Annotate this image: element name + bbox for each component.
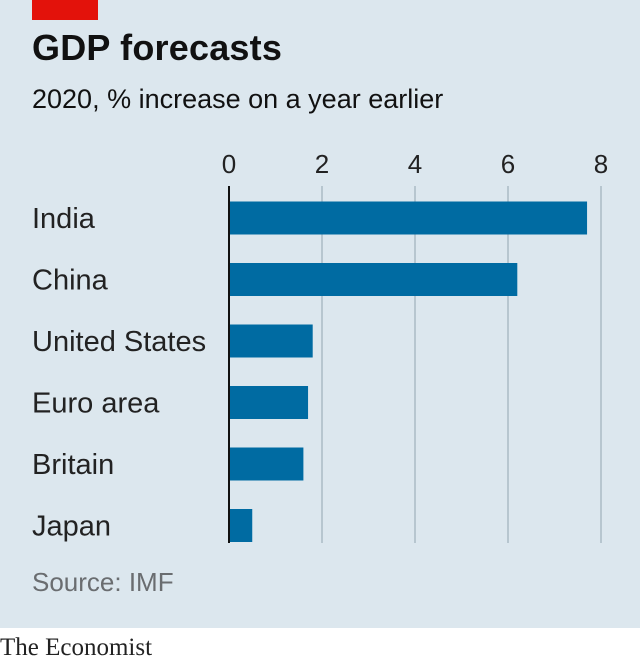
source-note: Source: IMF xyxy=(32,567,174,597)
category-label-united-states: United States xyxy=(32,326,206,358)
brand-red-tag xyxy=(32,0,98,20)
bar-china xyxy=(229,263,518,296)
category-label-india: India xyxy=(32,203,96,235)
chart-subtitle: 2020, % increase on a year earlier xyxy=(32,84,444,114)
bar-chart: 0 2 4 6 8 India China United States Euro area Bri… xyxy=(32,149,608,543)
category-label-britain: Britain xyxy=(32,449,114,481)
category-label-japan: Japan xyxy=(32,511,111,543)
category-label-china: China xyxy=(32,265,109,297)
publisher-logo-text: The Economist xyxy=(0,634,153,661)
bar-united-states xyxy=(229,324,313,358)
chart-panel xyxy=(0,0,640,628)
bar-britain xyxy=(229,447,304,481)
bar-japan xyxy=(229,509,253,542)
x-tick-label-2: 2 xyxy=(315,149,329,179)
x-tick-label-4: 4 xyxy=(408,149,422,179)
x-tick-label-0: 0 xyxy=(222,149,236,179)
bar-euro-area xyxy=(229,386,309,419)
x-tick-label-8: 8 xyxy=(594,149,608,179)
x-tick-label-6: 6 xyxy=(501,149,515,179)
category-label-euro-area: Euro area xyxy=(32,388,160,420)
bar-india xyxy=(229,201,588,235)
chart-title: GDP forecasts xyxy=(32,27,283,68)
